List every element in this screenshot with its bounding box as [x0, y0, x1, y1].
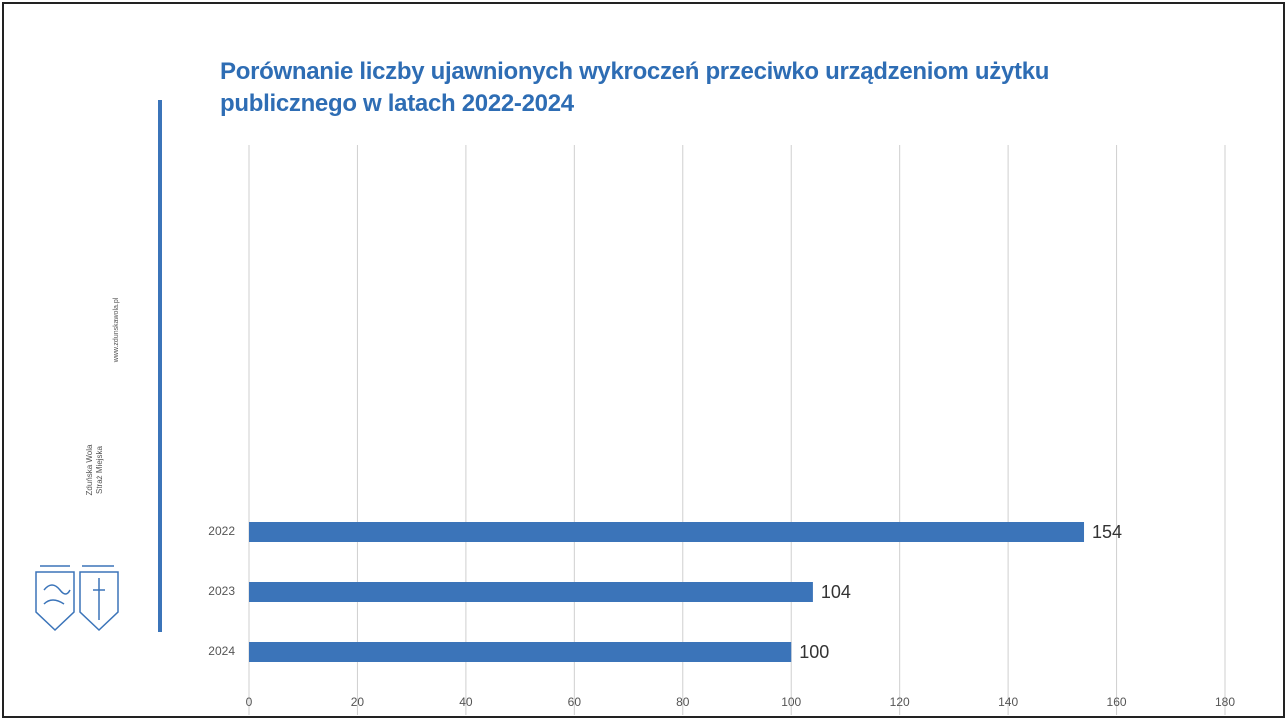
x-tick-label: 180	[1215, 695, 1235, 709]
x-tick-label: 120	[890, 695, 910, 709]
bar	[249, 582, 813, 602]
bar	[249, 522, 1085, 542]
x-tick-label: 100	[781, 695, 801, 709]
x-tick-label: 20	[351, 695, 365, 709]
x-tick-label: 60	[568, 695, 582, 709]
y-tick-label: 2024	[208, 644, 235, 658]
value-label: 100	[799, 642, 829, 662]
value-label: 104	[821, 582, 851, 602]
unit: Straż Miejska	[95, 445, 104, 494]
x-tick-label: 40	[459, 695, 473, 709]
x-tick-label: 80	[676, 695, 690, 709]
x-tick-label: 0	[246, 695, 253, 709]
bar	[249, 642, 792, 662]
city: Zduńska Wola	[85, 444, 94, 496]
coat-of-arms	[35, 565, 119, 632]
y-tick-label: 2023	[208, 584, 235, 598]
y-tick-label: 2022	[208, 524, 235, 538]
x-tick-label: 160	[1107, 695, 1127, 709]
x-tick-label: 140	[998, 695, 1018, 709]
value-label: 154	[1092, 522, 1122, 542]
website: www.zdunskawola.pl	[113, 297, 120, 363]
chart-title: Porównanie liczby ujawnionych wykroczeń …	[220, 58, 1050, 117]
